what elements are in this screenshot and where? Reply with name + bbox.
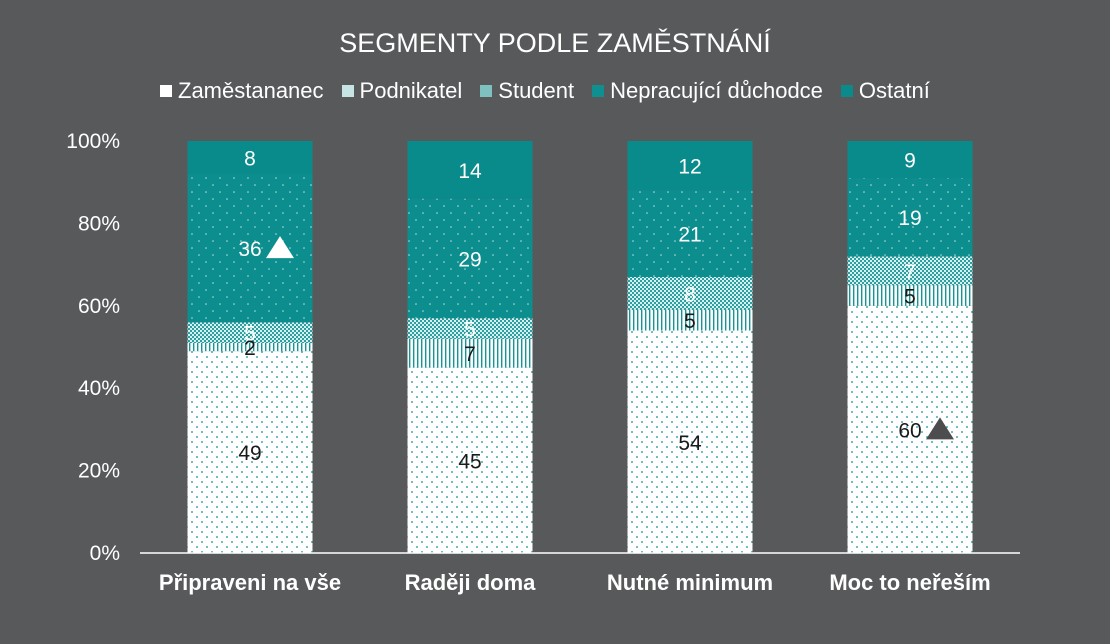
triangle-marker (926, 417, 954, 440)
bar-segment (187, 173, 313, 323)
y-tick-label: 40% (78, 377, 120, 400)
data-label: 21 (678, 224, 701, 247)
bar-segment (847, 285, 973, 306)
bar-segment (187, 342, 313, 352)
legend-label: Nepracující důchodce (610, 78, 823, 103)
bar-segment (847, 256, 973, 286)
data-label: 2 (244, 337, 256, 360)
data-label: 9 (904, 150, 916, 173)
bar-segment (847, 178, 973, 257)
triangle-marker (266, 236, 294, 259)
data-label: 5 (684, 310, 696, 333)
y-tick-label: 60% (78, 295, 120, 318)
data-label: 7 (904, 261, 916, 284)
data-label: 5 (244, 323, 256, 346)
data-label: 19 (898, 207, 921, 230)
bar-segment (407, 141, 533, 199)
bar-segment (187, 141, 313, 174)
data-label: 49 (238, 442, 261, 465)
data-label: 5 (464, 318, 476, 341)
legend-swatch (341, 85, 354, 97)
y-tick-label: 20% (78, 460, 120, 483)
bar-segment (187, 351, 313, 553)
bar-segment (627, 190, 753, 277)
legend-item: Student (480, 78, 574, 104)
legend-swatch (592, 85, 605, 97)
legend-label: Ostatní (858, 78, 930, 103)
chart-legend: Zaměstananec Podnikatel Student Nepracující… (160, 76, 1060, 106)
legend-swatch (480, 85, 493, 97)
bar-segment (407, 318, 533, 339)
legend-label: Student (498, 78, 575, 103)
bar-segment (407, 198, 533, 319)
bar-segment (627, 309, 753, 331)
y-tick-label: 80% (78, 212, 120, 235)
x-category-label: Nutné minimum (607, 570, 773, 595)
data-label: 45 (458, 450, 481, 473)
x-category-label: Moc to neřeším (829, 570, 990, 595)
bar-segment (847, 141, 973, 179)
legend-swatch (840, 85, 853, 97)
data-label: 8 (244, 147, 256, 170)
legend-item: Ostatní (840, 78, 930, 104)
data-label: 8 (684, 283, 696, 306)
bar-segment (627, 276, 753, 310)
x-category-label: Raději doma (405, 570, 537, 595)
x-category-label: Připraveni na vše (159, 570, 341, 595)
legend-swatch (160, 85, 172, 97)
bar-segment (407, 338, 533, 368)
legend-item: Podnikatel (341, 78, 463, 104)
data-label: 60 (898, 419, 921, 442)
bar-segment (407, 367, 533, 553)
bar-segment (627, 330, 753, 553)
bar-segment (187, 322, 313, 343)
legend-item: Zaměstananec (160, 78, 324, 104)
data-label: 54 (678, 432, 702, 455)
legend-item: Nepracující důchodce (592, 78, 823, 104)
data-label: 7 (464, 343, 476, 366)
data-label: 14 (458, 160, 482, 183)
bar-segment (847, 305, 973, 553)
data-label: 5 (904, 286, 916, 309)
legend-label: Podnikatel (359, 78, 463, 103)
data-label: 36 (238, 238, 261, 261)
y-tick-label: 0% (90, 542, 120, 565)
y-tick-label: 100% (66, 130, 120, 153)
legend-label: Zaměstananec (178, 78, 324, 103)
bar-segment (627, 141, 753, 191)
data-label: 29 (458, 248, 481, 271)
data-label: 12 (678, 156, 701, 179)
chart-title: SEGMENTY PODLE ZAMĚSTNÁNÍ (339, 28, 771, 58)
